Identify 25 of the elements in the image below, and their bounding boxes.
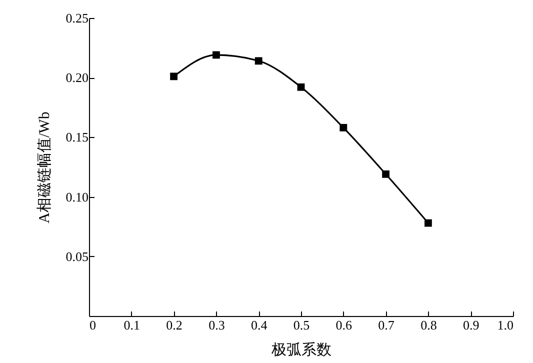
point — [340, 124, 348, 132]
x-tick-label: 0.5 — [293, 318, 310, 332]
point — [212, 51, 220, 59]
y-tick-label: 0.20 — [66, 70, 88, 86]
y-tick-label: 0.15 — [66, 130, 88, 145]
x-axis-title: 极弧系数 — [270, 342, 332, 358]
x-tick-label: 0.2 — [166, 318, 182, 332]
x-tick-label: 0 — [90, 318, 96, 332]
y-axis-title: A相磁链幅值/Wb — [36, 112, 53, 224]
point — [254, 57, 262, 65]
x-tick-label: 0.9 — [462, 318, 480, 332]
x-tick-label: 0.8 — [420, 318, 437, 332]
x-tick-label: 0.6 — [336, 318, 353, 332]
x-tick-label: 0.4 — [250, 318, 268, 332]
y-tick-label: 0.25 — [66, 10, 88, 26]
x-tick-label: 0.3 — [208, 318, 225, 332]
x-tick-label: 1.0 — [497, 318, 514, 332]
y-tick-label: 0.10 — [66, 189, 88, 204]
point — [297, 83, 305, 91]
x-tick-label: 0.7 — [378, 318, 395, 332]
point — [382, 170, 390, 178]
point — [424, 219, 432, 227]
point — [170, 72, 178, 80]
x-tick-label: 0.1 — [124, 318, 140, 332]
y-tick-label: 0.05 — [66, 248, 88, 264]
